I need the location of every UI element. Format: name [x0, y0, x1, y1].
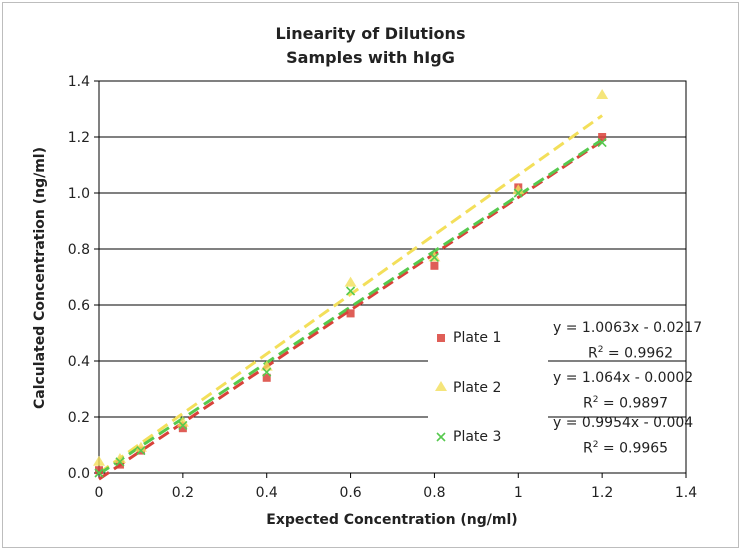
legend-label-plate-2: Plate 2	[453, 380, 502, 396]
x-tick-label: 0.8	[423, 485, 445, 501]
data-point-plate-2	[134, 441, 147, 452]
x-tick-label: 0.6	[339, 485, 361, 501]
r-squared-plate-1: R2 = 0.9962	[588, 345, 673, 362]
data-point-plate-1	[95, 466, 103, 475]
y-axis-label: Calculated Concentration (ng/ml)	[32, 146, 48, 410]
r-squared-exponent: 2	[597, 345, 604, 355]
data-point-plate-2	[113, 453, 126, 463]
y-tick-label: 0.4	[68, 354, 90, 370]
data-point-plate-3	[94, 468, 104, 478]
data-point-plate-3	[513, 188, 523, 198]
plot-border	[98, 80, 687, 474]
r-squared-plate-3: R2 = 0.9965	[583, 440, 668, 457]
data-point-plate-1	[262, 373, 271, 382]
y-tick-label: 1.4	[68, 74, 90, 90]
y-tick-label: 0.0	[68, 466, 90, 482]
data-point-plate-2	[176, 416, 189, 427]
data-point-plate-2	[512, 184, 525, 195]
equation-plate-3: y = 0.9954x - 0.004	[553, 415, 694, 431]
r-squared-plate-2: R2 = 0.9897	[583, 395, 668, 412]
data-point-plate-2	[596, 89, 609, 99]
y-tick-label: 1.0	[68, 186, 90, 202]
legend-marker-plate-1	[437, 334, 445, 342]
y-tick-label: 1.2	[68, 130, 90, 146]
data-point-plate-1	[598, 133, 607, 141]
data-point-plate-3	[597, 138, 607, 148]
r-squared-exponent: 2	[592, 395, 599, 405]
r-squared-value: = 0.9962	[603, 345, 674, 362]
r-squared-value: = 0.9897	[598, 395, 669, 412]
data-point-plate-3	[115, 457, 125, 467]
x-tick-label: 1.2	[591, 485, 613, 501]
data-point-plate-2	[93, 455, 105, 466]
y-tick-label: 0.6	[68, 298, 90, 314]
r-squared-value: = 0.9965	[598, 440, 669, 457]
x-tick-label: 0.2	[172, 485, 194, 501]
legend-marker-plate-2	[435, 381, 447, 391]
data-point-plate-1	[430, 261, 439, 270]
r-squared-exponent: 2	[592, 440, 599, 450]
data-point-plate-3	[136, 446, 146, 456]
r-squared-symbol: R	[583, 395, 593, 412]
trendline-plate-2	[98, 114, 604, 475]
data-point-plate-3	[346, 286, 356, 296]
x-tick-label: 0	[95, 485, 104, 501]
data-point-plate-2	[344, 276, 357, 287]
x-tick-label: 1	[514, 485, 523, 501]
r-squared-symbol: R	[588, 345, 598, 362]
r-squared-symbol: R	[583, 440, 593, 457]
data-point-plate-1	[178, 424, 187, 433]
chart-subtitle: Samples with hIgG	[286, 48, 455, 67]
x-tick-label: 0.4	[256, 485, 278, 501]
legend-label-plate-1: Plate 1	[453, 330, 502, 346]
y-tick-label: 0.8	[68, 242, 90, 258]
data-point-plate-3	[262, 367, 272, 377]
chart-title: Linearity of Dilutions	[275, 24, 466, 43]
equation-plate-2: y = 1.064x - 0.0002	[553, 370, 694, 386]
legend-marker-plate-3	[436, 432, 446, 442]
y-tick-label: 0.2	[68, 410, 90, 426]
data-point-plate-3	[429, 252, 439, 262]
legend-box	[428, 318, 548, 460]
legend-label-plate-3: Plate 3	[453, 429, 502, 445]
x-tick-label: 1.4	[675, 485, 697, 501]
data-point-plate-1	[115, 460, 124, 469]
x-axis-label: Expected Concentration (ng/ml)	[266, 512, 518, 528]
data-point-plate-3	[178, 420, 188, 430]
equation-plate-1: y = 1.0063x - 0.0217	[553, 320, 703, 336]
data-point-plate-1	[346, 309, 355, 318]
